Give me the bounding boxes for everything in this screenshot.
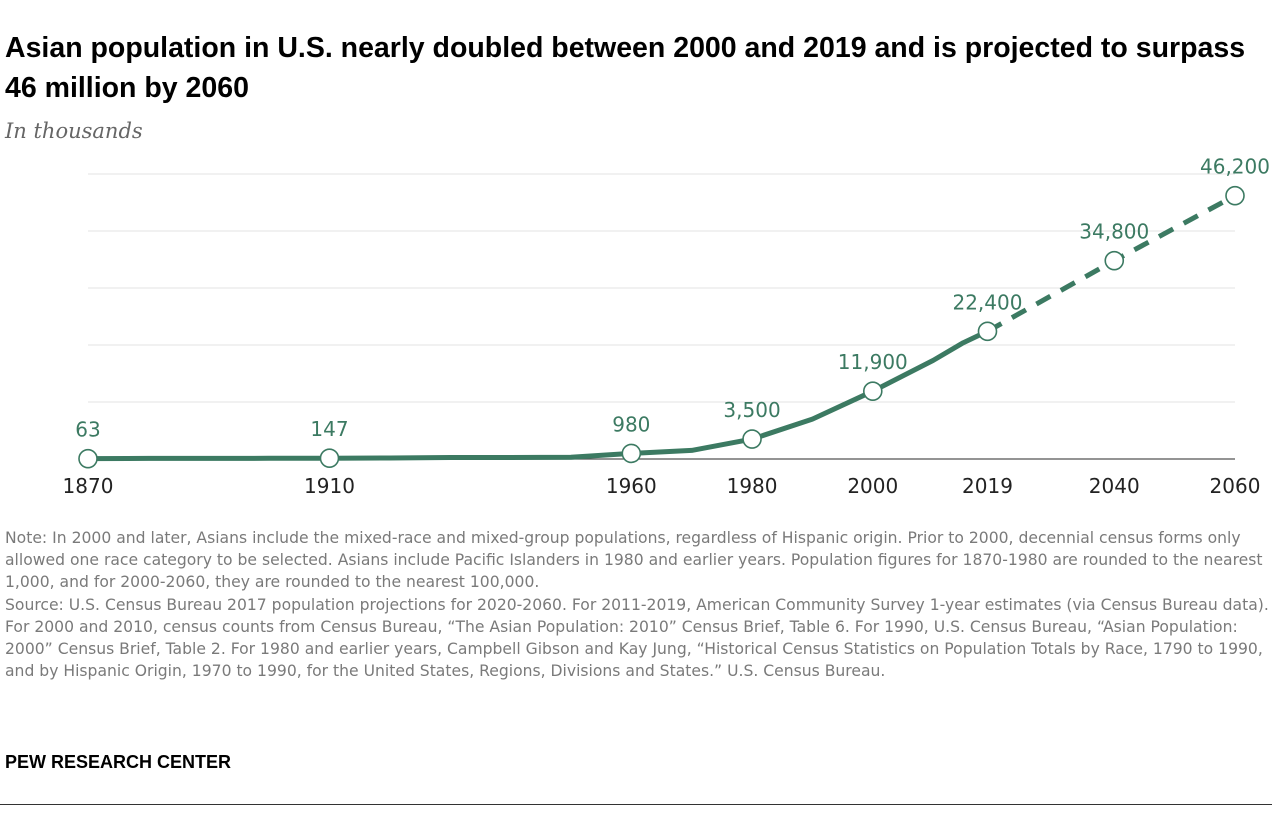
bottom-divider [0, 804, 1272, 805]
source-text: Source: U.S. Census Bureau 2017 populati… [5, 595, 1269, 681]
x-tick-label: 2000 [847, 474, 898, 498]
data-point-marker [742, 429, 762, 449]
data-point-marker [621, 443, 642, 464]
data-label: 22,400 [952, 290, 1022, 314]
x-tick-label: 1910 [304, 474, 355, 498]
series-lines [85, 193, 1237, 462]
data-label: 147 [310, 417, 348, 441]
x-tick-label: 1870 [63, 474, 114, 498]
data-label: 34,800 [1079, 220, 1149, 244]
data-point-marker [977, 321, 998, 342]
data-label: 46,200 [1200, 155, 1270, 179]
gridlines [88, 173, 1235, 460]
data-label: 11,900 [838, 350, 908, 374]
brand-logo-text: PEW RESEARCH CENTER [5, 752, 232, 772]
data-point-marker [1104, 250, 1125, 271]
x-tick-label: 1960 [606, 474, 657, 498]
x-tick-label: 2060 [1210, 474, 1261, 498]
x-tick-label: 2040 [1089, 474, 1140, 498]
footnotes: Note: In 2000 and later, Asians include … [5, 527, 1273, 682]
x-tick-label: 1980 [727, 474, 778, 498]
data-label: 3,500 [723, 398, 780, 422]
chart-subtitle: In thousands [5, 119, 143, 143]
data-point-markers [78, 185, 1245, 469]
data-point-marker [319, 448, 340, 468]
population-line-chart: 63 147 980 3,500 11,900 22,400 34,800 46,200 18… [63, 155, 1270, 498]
historical-series-line [85, 328, 990, 462]
data-point-marker [862, 381, 883, 401]
data-point-marker [78, 448, 98, 469]
data-labels: 63 147 980 3,500 11,900 22,400 34,800 46,200 [75, 155, 1270, 442]
data-label: 980 [612, 412, 650, 436]
chart-title: Asian population in U.S. nearly doubled … [5, 32, 1246, 104]
note-text: Note: In 2000 and later, Asians include … [5, 529, 1263, 592]
x-axis-tick-labels: 1870 1910 1960 1980 2000 2019 2040 2060 [63, 474, 1261, 498]
x-tick-label: 2019 [962, 474, 1013, 498]
data-label: 63 [75, 418, 100, 442]
data-point-marker [1225, 185, 1245, 206]
